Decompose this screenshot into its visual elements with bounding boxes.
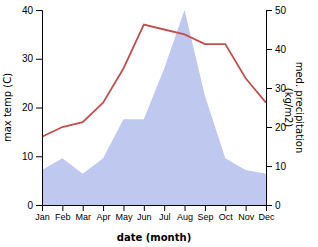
tick: 40 <box>22 5 42 16</box>
tick-label: Jun <box>137 212 152 222</box>
tick: Nov <box>238 205 255 222</box>
y-axis: 0 10 20 30 40 <box>22 5 43 211</box>
tick-label: 10 <box>275 161 287 172</box>
tick-label: Mar <box>75 212 91 222</box>
tick-mark <box>83 205 84 211</box>
x-axis: Jan Feb Mar Apr May Jun Jul Aug Sep Oct NovDec <box>35 205 275 222</box>
tick: 50 <box>266 5 287 16</box>
tick: 20 <box>22 102 42 113</box>
tick: Jul <box>159 205 171 222</box>
tick: 10 <box>266 161 287 172</box>
y-axis-title: max temp (C) <box>2 73 13 142</box>
axis-line <box>36 11 43 206</box>
tick: 0 <box>27 200 42 211</box>
tick-mark <box>205 205 206 211</box>
tick: Sep <box>197 205 213 222</box>
tick-label: Nov <box>238 212 255 222</box>
tick-mark <box>225 205 226 211</box>
chart: JanFebMarAprMayJunJulAugSepOctNovDec0102… <box>0 0 318 247</box>
tick-mark <box>36 156 42 157</box>
tick-mark <box>123 205 124 211</box>
x-axis-title: date (month) <box>117 232 191 243</box>
tick-label: 20 <box>22 102 34 113</box>
tick: Aug <box>177 205 193 222</box>
tick-mark <box>103 205 104 211</box>
marks <box>42 10 266 205</box>
tick-label: Sep <box>197 212 213 222</box>
tick-label: 40 <box>275 44 287 55</box>
temperature-line <box>42 25 266 137</box>
tick: Mar <box>75 205 91 222</box>
tick: 10 <box>22 151 42 162</box>
tick-mark <box>36 59 42 60</box>
tick-label: May <box>115 212 133 222</box>
precipitation-area <box>42 10 266 205</box>
axis-line <box>43 206 267 212</box>
tick: Jan <box>35 205 50 222</box>
tick-mark <box>266 205 272 206</box>
tick-mark <box>62 205 63 211</box>
tick-label: Oct <box>219 212 234 222</box>
plot: JanFebMarAprMayJunJulAugSepOctNovDec0102… <box>22 5 287 223</box>
tick: 0 <box>266 200 281 211</box>
tick-label: Apr <box>97 212 111 222</box>
tick: Apr <box>97 205 111 222</box>
tick-label: 0 <box>275 200 281 211</box>
tick-mark <box>266 49 272 50</box>
tick-mark <box>164 205 165 211</box>
tick-label: Feb <box>55 212 71 222</box>
tick-label: 40 <box>22 5 34 16</box>
tick-mark <box>266 127 272 128</box>
tick-mark <box>266 88 272 89</box>
tick-mark <box>266 10 272 11</box>
tick: Dec <box>258 205 275 222</box>
tick-label: Aug <box>177 212 193 222</box>
tick-mark <box>36 205 42 206</box>
tick-label: 50 <box>275 5 287 16</box>
tick-mark <box>36 10 42 11</box>
tick-mark <box>246 205 247 211</box>
tick: Oct <box>219 205 234 222</box>
tick: 30 <box>22 53 42 64</box>
tick-label: 10 <box>22 151 34 162</box>
tick-mark <box>266 166 272 167</box>
tick-label: Jul <box>159 212 171 222</box>
tick-mark <box>185 205 186 211</box>
y2-axis-title-line: (kg/m2) <box>283 88 294 128</box>
y2-axis-title: med. precipitation(kg/m2) <box>283 62 306 154</box>
tick: 40 <box>266 44 287 55</box>
axis-line <box>267 11 273 206</box>
tick-mark <box>36 108 42 109</box>
tick-label: Dec <box>258 212 275 222</box>
tick-label: Jan <box>35 212 50 222</box>
y2-axis-title-line: med. precipitation <box>294 62 305 154</box>
tick: May <box>115 205 133 222</box>
tick-mark <box>144 205 145 211</box>
tick-label: 30 <box>22 53 34 64</box>
tick-label: 0 <box>27 200 33 211</box>
tick: Feb <box>55 205 71 222</box>
tick: Jun <box>137 205 152 222</box>
